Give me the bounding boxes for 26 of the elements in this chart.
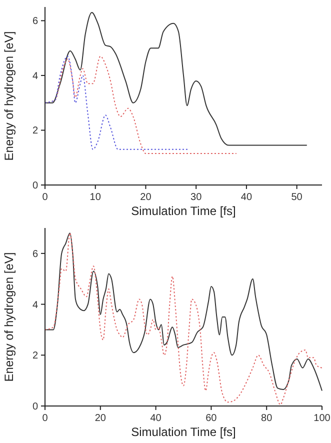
y-tick-label: 0 [32,180,38,192]
y-tick-label: 6 [32,248,38,260]
x-tick-label: 100 [314,413,331,424]
y-tick-label: 4 [32,70,38,82]
x-tick-label: 0 [42,192,48,203]
x-tick-label: 80 [261,413,273,424]
y-axis-title: Energy of hydrogen [eV] [2,31,16,161]
x-tick-label: 60 [206,413,218,424]
y-axis-title: Energy of hydrogen [eV] [2,252,16,382]
x-tick-label: 40 [150,413,162,424]
line-series [44,12,308,146]
x-tick-label: 30 [190,192,202,203]
x-axis-title: Simulation Time [fs] [131,425,236,439]
y-tick-label: 2 [32,350,38,362]
y-tick-label: 4 [32,300,38,311]
line-series [44,56,190,150]
y-tick-label: 0 [32,402,38,412]
y-tick-label: 2 [32,126,38,137]
x-tick-label: 40 [240,192,252,203]
x-tick-label: 0 [42,413,48,424]
x-axis-title: Simulation Time [fs] [131,204,236,218]
y-tick-label: 6 [32,16,38,28]
x-tick-label: 10 [90,192,102,203]
x-tick-label: 50 [291,192,303,203]
x-tick-label: 20 [94,413,106,424]
x-tick-label: 20 [140,192,152,203]
